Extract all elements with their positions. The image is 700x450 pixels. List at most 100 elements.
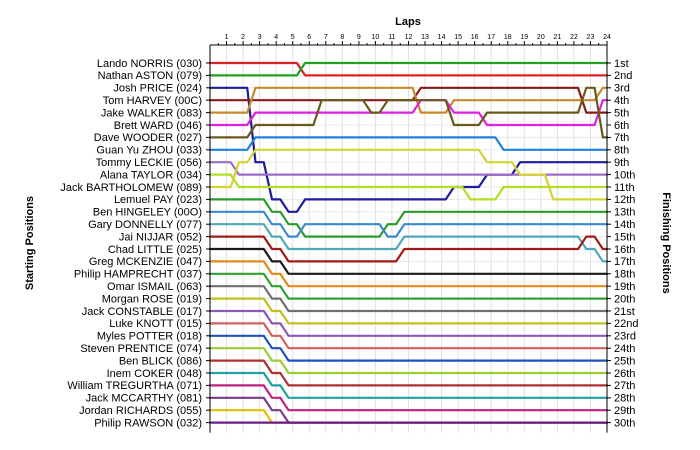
finish-position-label: 23rd [614,331,636,343]
finish-position-label: 13th [614,207,635,219]
start-position-label: Greg MCKENZIE (047) [89,256,202,268]
x-tick-label: 16 [471,34,479,41]
x-tick-label: 3 [258,34,262,41]
finish-position-label: 8th [614,145,629,157]
finish-position-label: 12th [614,194,635,206]
start-position-label: Morgan ROSE (019) [102,293,202,305]
finish-position-label: 21st [614,306,635,318]
start-position-label: Myles POTTER (018) [97,331,202,343]
series-line-3 [208,86,609,213]
series-line-11 [208,148,609,201]
x-tick-label: 9 [357,34,361,41]
finish-position-label: 3rd [614,83,630,95]
x-tick-label: 1 [225,34,229,41]
series-line-24 [208,347,609,375]
x-tick-label: 17 [487,34,495,41]
series-line-2 [208,61,609,77]
series-line-14 [208,223,609,263]
x-tick-label: 7 [324,34,328,41]
series-line-23 [208,334,609,362]
start-position-label: Dave WOODER (027) [94,132,202,144]
series-line-27 [208,384,609,412]
series-line-21 [208,309,609,337]
series-line-15 [208,235,609,263]
start-position-label: Philip HAMPRECHT (037) [74,269,202,281]
labels: Lando NORRIS (030)Nathan ASTON (079)Josh… [60,58,638,430]
series-line-25 [208,359,609,387]
finish-position-label: 22nd [614,318,638,330]
start-position-label: Brett WARD (046) [114,120,202,132]
finish-position-label: 24th [614,343,635,355]
x-tick-label: 6 [307,34,311,41]
x-axis-title: Laps [395,16,421,28]
start-position-label: Jack BARTHOLOMEW (089) [60,182,202,194]
finish-position-label: 27th [614,380,635,392]
x-tick-label: 2 [241,34,245,41]
grid [209,45,608,433]
axes: 1 2 3 4 5 6 7 8 9 10 11 12 13 14 15 16 17 18 19 20 21 22 23 24 [206,34,611,433]
series-line-18 [208,272,609,300]
y-axis-title-left: Starting Positions [24,196,36,290]
start-position-label: Gary DONNELLY (077) [88,219,202,231]
start-position-label: Philip RAWSON (032) [94,417,202,429]
series-line-13 [208,210,609,238]
start-position-label: Jordan RICHARDS (055) [79,405,202,417]
finish-position-label: 6th [614,120,629,132]
series-line-10 [208,173,609,201]
series-line-12 [208,198,609,238]
start-position-label: Jack CONSTABLE (017) [82,306,202,318]
start-position-label: Omar ISMAIL (063) [107,281,202,293]
x-tick-label: 19 [520,34,528,41]
series-line-8 [208,136,609,151]
x-tick-label: 20 [537,34,545,41]
x-tick-label: 13 [421,34,429,41]
start-position-label: Tommy LECKIE (056) [96,157,202,169]
finish-position-label: 10th [614,169,635,181]
x-tick-label: 12 [405,34,413,41]
x-tick-label: 24 [603,34,611,41]
start-position-label: Jai NIJJAR (052) [119,231,202,243]
finish-position-label: 16th [614,244,635,256]
x-tick-label: 21 [553,34,561,41]
x-tick-label: 22 [570,34,578,41]
start-position-label: Lemuel PAY (023) [114,194,202,206]
x-tick-label: 11 [388,34,395,41]
finish-position-label: 30th [614,417,635,429]
x-tick-label: 14 [438,34,446,41]
start-position-label: Josh PRICE (024) [113,83,202,95]
finish-position-label: 2nd [614,70,632,82]
start-position-label: Lando NORRIS (030) [97,58,202,70]
finish-position-label: 18th [614,269,635,281]
finish-position-label: 19th [614,281,635,293]
start-position-label: Nathan ASTON (079) [98,70,202,82]
finish-position-label: 17th [614,256,635,268]
finish-position-label: 11th [614,182,635,194]
start-position-label: Chad LITTLE (025) [108,244,202,256]
series-line-7 [208,86,609,139]
series-line-20 [208,297,609,325]
series-line-1 [208,61,609,77]
finish-position-label: 26th [614,368,635,380]
x-tick-label: 4 [274,34,278,41]
finish-position-label: 25th [614,355,635,367]
start-position-label: Guan Yu ZHOU (033) [96,145,202,157]
start-position-label: Tom HARVEY (00C) [103,95,202,107]
start-position-label: Alana TAYLOR (034) [100,169,202,181]
finish-position-label: 15th [614,231,635,243]
start-position-label: Steven PRENTICE (074) [80,343,202,355]
start-position-label: Ben HINGELEY (00O) [93,207,202,219]
finish-position-label: 29th [614,405,635,417]
x-tick-label: 8 [340,34,344,41]
finish-position-label: 28th [614,393,635,405]
start-position-label: William TREGURTHA (071) [67,380,202,392]
start-position-label: Inem COKER (048) [107,368,202,380]
series-line-17 [208,260,609,288]
finish-position-label: 4th [614,95,629,107]
series-line-22 [208,322,609,350]
finish-position-label: 20th [614,293,635,305]
x-tick-label: 10 [372,34,380,41]
start-position-label: Luke KNOTT (015) [109,318,202,330]
series-line-5 [208,86,609,114]
start-position-label: Jack MCCARTHY (081) [86,393,202,405]
